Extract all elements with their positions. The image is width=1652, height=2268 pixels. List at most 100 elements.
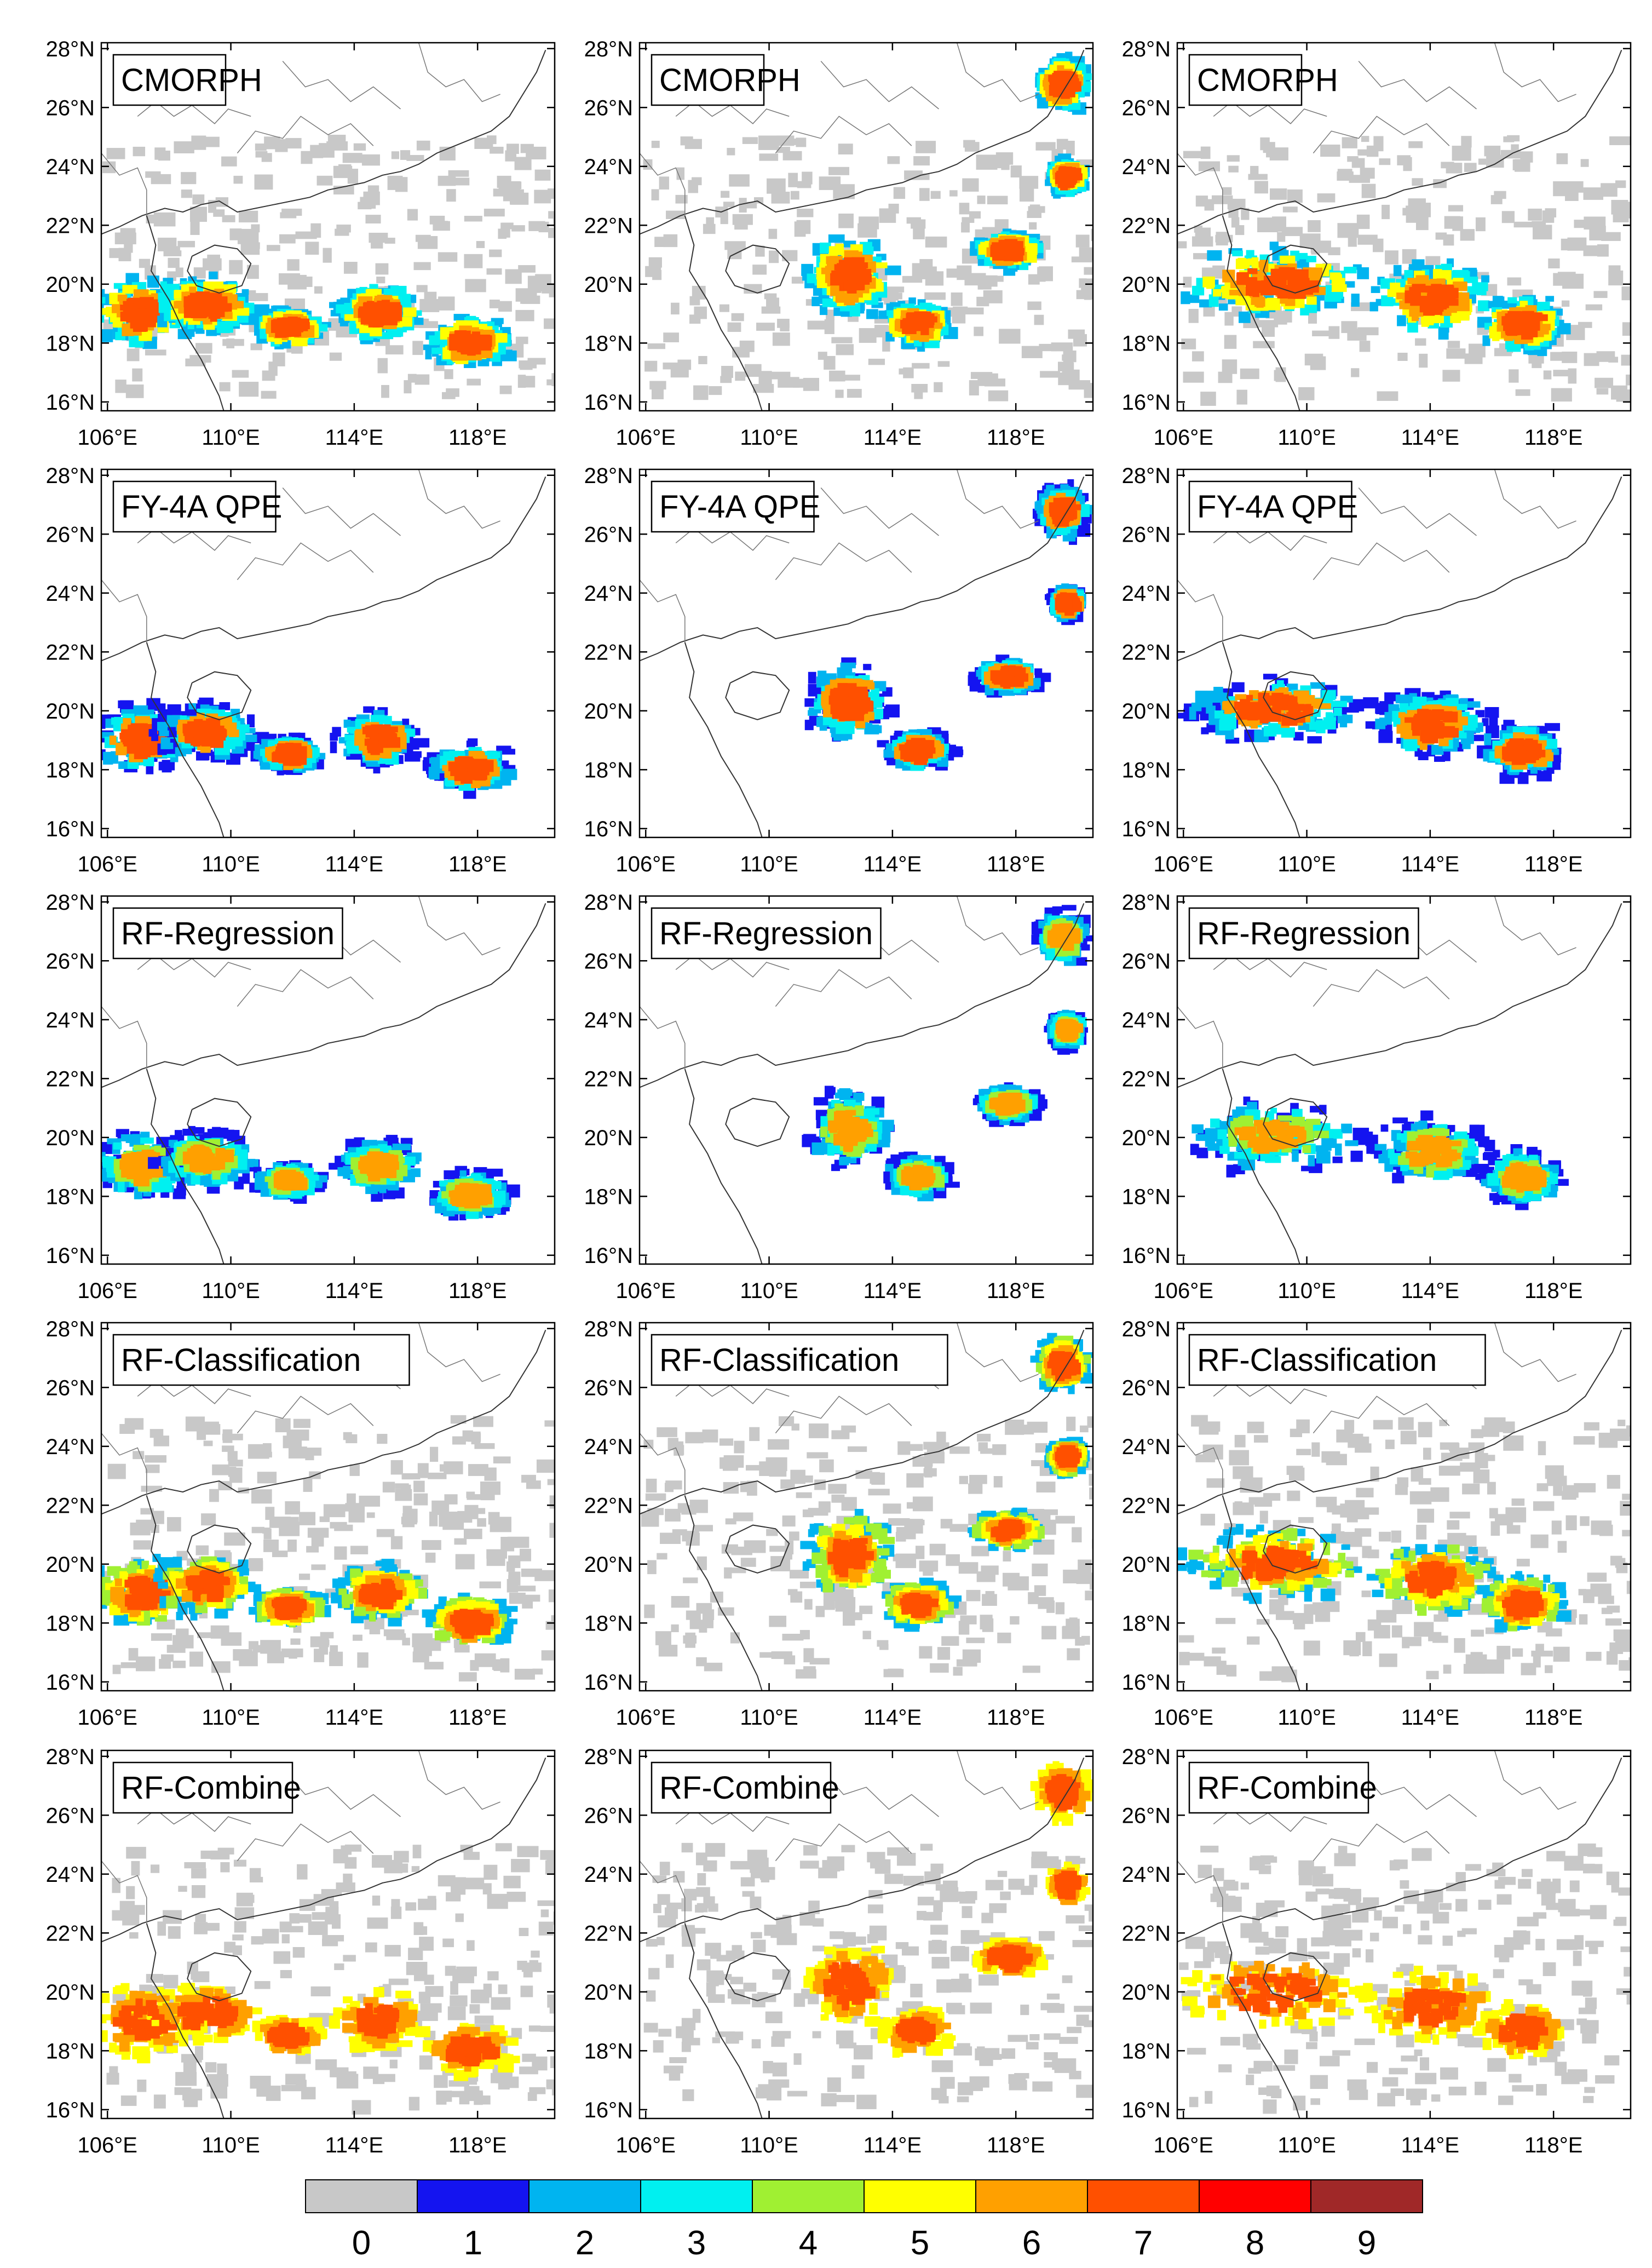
precip-cell-zero [1455,147,1464,157]
precip-cell [817,670,827,680]
precip-cell [908,297,916,305]
precip-cell [1306,296,1317,305]
precip-cell [1545,296,1555,302]
precip-cell-zero [168,257,180,268]
precip-cell [1466,277,1478,283]
precip-cell [860,242,872,255]
province-border [640,153,686,216]
lat-tick-label: 24°N [46,582,95,606]
precip-cell [241,289,249,295]
lat-tick-label: 20°N [584,273,633,297]
precip-cell-zero [250,293,268,301]
precip-cell [499,327,511,334]
precip-cell-zero [1361,183,1376,198]
precip-cell-zero [310,223,321,238]
precip-cell-zero [826,309,834,320]
precip-cell-zero [729,174,750,187]
precip-cell-zero [255,143,267,151]
precip-cell-zero [333,165,353,179]
precip-cell [830,688,843,702]
precip-cell [1478,300,1490,312]
precip-cell-zero [732,214,753,225]
precip-cell-zero [746,202,757,209]
precip-cell [851,251,862,259]
precip-cell-zero [1611,199,1628,215]
precip-cell-zero [1578,321,1592,328]
precip-cell [120,304,131,311]
precip-cell-zero [1464,163,1477,173]
lat-tick-label: 20°N [1122,273,1171,297]
precip-cell [109,736,117,745]
precip-cell-zero [1442,370,1460,382]
precip-cell [840,662,856,669]
precip-cell [111,717,126,725]
precip-cell-zero [675,194,688,204]
precip-cell-zero [835,389,844,398]
precip-cell-zero [1282,310,1292,323]
precip-cell-zero [1425,256,1441,266]
lat-tick-label: 16°N [584,391,633,415]
precip-cell-zero [1073,334,1087,347]
precip-cell-zero [1490,195,1503,204]
precip-cell-zero [177,240,195,248]
precip-cell-zero [742,137,758,144]
precip-cell-zero [744,364,762,377]
precip-cell [1236,272,1249,285]
precip-cell-zero [1550,352,1565,361]
precip-cell-zero [644,360,658,372]
precip-cell-zero [676,167,685,180]
precip-cell-zero [999,329,1021,344]
precip-cell-zero [547,188,555,199]
precip-cell [1196,278,1205,286]
precip-cell-zero [446,189,456,202]
precip-cell [916,749,931,756]
precip-cell-zero [1200,392,1216,406]
precip-cell [381,308,389,315]
precip-cell-zero [1621,286,1631,301]
precip-cell-zero [1357,234,1378,245]
precip-cell-zero [1385,250,1398,265]
precip-cell-zero [1419,353,1428,368]
precip-cell-zero [788,173,798,187]
precip-cell [839,709,851,721]
precip-cell [209,271,218,279]
precip-cell [277,747,286,755]
precip-cell-zero [771,191,790,204]
precip-cell [906,739,923,745]
coastline [1177,50,1622,235]
precip-cell [1034,668,1043,675]
precip-cell-zero [498,301,512,312]
precip-cell-zero [314,286,323,294]
lat-tick-label: 22°N [1122,214,1171,238]
precip-cell-zero [415,234,431,242]
precip-cell-zero [1349,175,1371,183]
precip-cell [383,716,392,722]
precip-cell-zero [1513,221,1534,228]
precip-cell-zero [723,202,735,208]
precip-cell [1258,261,1268,268]
precip-cell-zero [385,345,404,355]
precip-cell-zero [1595,377,1614,388]
precip-cell [853,703,860,711]
precip-cell [1247,280,1261,293]
precip-cell [383,726,398,733]
precip-cell-zero [1512,159,1527,171]
precip-cell-zero [903,367,914,378]
precip-cell-zero [490,146,504,154]
precip-cell-zero [1021,346,1043,358]
precip-cell [451,763,459,775]
precip-cell-zero [961,222,970,233]
precip-cell-zero [1091,228,1093,242]
precip-cell-zero [1351,368,1360,377]
precip-cell-zero [336,225,351,233]
precip-cell [1187,294,1200,303]
precip-cell-zero [963,307,984,315]
precip-cell-zero [976,154,998,170]
precip-cell [1263,294,1274,300]
precip-cell [219,702,231,710]
precip-cell [1407,278,1424,285]
province-border [1494,43,1576,102]
precip-cell-zero [764,293,777,300]
precip-cell [102,308,110,315]
precip-cell [943,310,951,323]
